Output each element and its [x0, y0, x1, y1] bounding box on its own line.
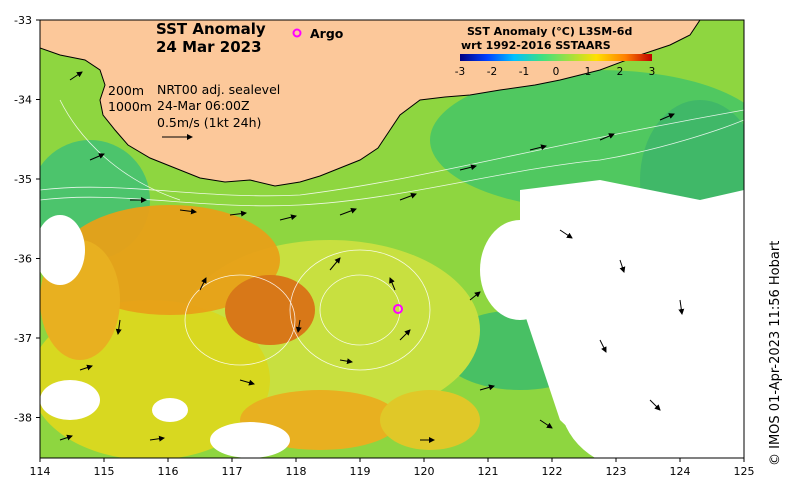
lon-tick-label: 121 [478, 465, 499, 478]
sst-field [40, 20, 744, 458]
lon-tick-label: 118 [286, 465, 307, 478]
lon-tick-label: 125 [734, 465, 755, 478]
lat-tick-label: -34 [14, 94, 32, 107]
lat-tick-label: -33 [14, 14, 32, 27]
credit-text: © IMOS 01-Apr-2023 11:56 Hobart [768, 240, 783, 466]
lon-tick-label: 115 [94, 465, 115, 478]
lat-tick-label: -35 [14, 173, 32, 186]
legend-scale: 0.5m/s (1kt 24h) [157, 115, 261, 130]
lon-tick-label: 117 [222, 465, 243, 478]
colorbar-tick-label: -3 [455, 66, 465, 78]
lon-tick-label: 116 [158, 465, 179, 478]
lat-tick-label: -36 [14, 253, 32, 266]
colorbar-tick-label: 1 [585, 66, 592, 78]
lon-tick-label: 123 [606, 465, 627, 478]
legend-1000m: 1000m [108, 99, 152, 114]
legend-time: 24-Mar 06:00Z [157, 98, 250, 113]
land-mass [40, 20, 701, 187]
lon-tick-label: 119 [350, 465, 371, 478]
lon-tick-label: 124 [670, 465, 691, 478]
legend: 200m 1000m NRT00 adj. sealevel 24-Mar 06… [108, 82, 280, 140]
current-vectors [59, 71, 685, 443]
colorbar-tick-label: 3 [649, 66, 656, 78]
map-frame [39, 19, 745, 459]
argo-float-marker [393, 304, 403, 314]
lon-tick-label: 120 [414, 465, 435, 478]
lon-tick-label: 114 [30, 465, 51, 478]
colorbar-title: SST Anomaly (°C) L3SM-6d [467, 25, 632, 38]
argo-legend-marker [292, 28, 302, 38]
colorbar-tick-label: -2 [487, 66, 497, 78]
longitude-axis: 114 115 116 117 118 119 120 121 122 123 124 125 [30, 458, 755, 478]
colorbar-tick-label: 0 [553, 66, 560, 78]
lon-tick-label: 122 [542, 465, 563, 478]
colorbar: SST Anomaly (°C) L3SM-6d wrt 1992-2016 S… [455, 25, 656, 78]
sealevel-contours [40, 99, 744, 371]
colorbar-subtitle: wrt 1992-2016 SSTAARS [461, 39, 611, 52]
lat-tick-label: -38 [14, 412, 32, 425]
map-date: 24 Mar 2023 [156, 38, 262, 56]
legend-sealevel: NRT00 adj. sealevel [157, 82, 280, 97]
lat-tick-label: -37 [14, 332, 32, 345]
colorbar-ramp [460, 54, 652, 61]
map-title: SST Anomaly [156, 20, 266, 38]
legend-200m: 200m [108, 83, 144, 98]
argo-label: Argo [310, 26, 344, 41]
colorbar-tick-label: -1 [519, 66, 529, 78]
latitude-axis: -33 -34 -35 -36 -37 -38 [14, 14, 40, 425]
colorbar-tick-label: 2 [617, 66, 624, 78]
